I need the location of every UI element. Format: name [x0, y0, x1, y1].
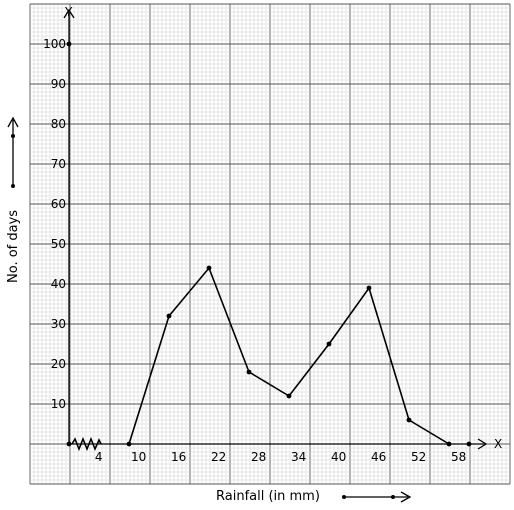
axis-point	[66, 41, 72, 47]
data-point	[206, 265, 212, 271]
y-tick-label: 40	[51, 277, 66, 291]
y-tick-label: 90	[51, 77, 66, 91]
data-point	[326, 341, 332, 347]
x-tick-label: 4	[95, 450, 103, 464]
y-axis-title: No. of days	[6, 210, 21, 283]
x-axis-title: Rainfall (in mm)	[216, 489, 320, 504]
data-point	[246, 369, 252, 375]
x-axis-letter: X	[494, 437, 502, 451]
x-tick-label: 58	[451, 450, 466, 464]
x-tick-label: 16	[171, 450, 186, 464]
x-tick-label: 22	[211, 450, 226, 464]
data-point	[126, 441, 132, 447]
y-tick-label: 50	[51, 237, 66, 251]
x-tick-labels: 4 10 16 22 28 34 40 46 52 58	[95, 450, 466, 464]
x-tick-label: 28	[251, 450, 266, 464]
data-point	[406, 417, 412, 423]
y-tick-label: 100	[43, 37, 66, 51]
x-tick-label: 40	[331, 450, 346, 464]
y-tick-label: 80	[51, 117, 66, 131]
x-tick-label: 10	[131, 450, 146, 464]
axes: X Y	[63, 5, 502, 452]
x-axis-arrow	[477, 438, 488, 450]
y-tick-label: 20	[51, 357, 66, 371]
axis-points	[66, 41, 472, 447]
y-axis-arrow	[63, 8, 75, 19]
series-layer	[126, 265, 452, 447]
y-axis-letter: Y	[64, 5, 73, 19]
data-point	[366, 285, 372, 291]
graph-paper-grid	[29, 3, 511, 485]
x-tick-label: 46	[371, 450, 386, 464]
y-tick-label: 10	[51, 397, 66, 411]
y-tick-label: 30	[51, 317, 66, 331]
axis-break-symbol	[71, 436, 102, 452]
y-tick-labels: 10 20 30 40 50 60 70 80 90 100	[43, 37, 66, 411]
x-direction-arrow	[342, 491, 412, 503]
data-point	[286, 393, 292, 399]
data-point	[446, 441, 452, 447]
x-tick-label: 52	[411, 450, 426, 464]
y-tick-label: 70	[51, 157, 66, 171]
data-point	[166, 313, 172, 319]
x-tick-label: 34	[291, 450, 306, 464]
axis-point	[466, 441, 472, 447]
y-tick-label: 60	[51, 197, 66, 211]
axis-point	[66, 441, 72, 447]
y-direction-arrow	[7, 116, 19, 188]
